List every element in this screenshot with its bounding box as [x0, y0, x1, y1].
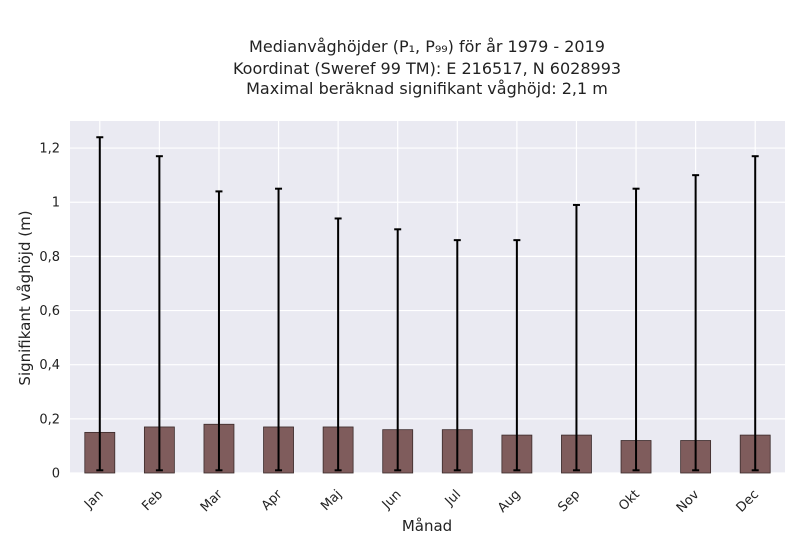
x-tick-label-jun: Jun — [379, 487, 405, 513]
error-bar-maj — [334, 217, 342, 472]
error-bar-jul — [453, 239, 461, 472]
x-tick-label-nov: Nov — [674, 487, 703, 516]
y-tick-label: 1 — [52, 196, 60, 211]
x-tick-label-maj: Maj — [318, 487, 345, 514]
error-bar-okt — [632, 187, 640, 472]
error-bar-apr — [275, 187, 283, 472]
error-bar-jun — [394, 228, 402, 472]
x-tick-label-jan: Jan — [81, 487, 106, 512]
chart-title-line-3: Maximal beräknad signifikant våghöjd: 2,… — [246, 79, 608, 98]
error-bar-aug — [513, 239, 521, 472]
x-tick-label-apr: Apr — [259, 487, 286, 514]
x-tick-label-mar: Mar — [198, 487, 226, 515]
y-axis-ticks: 0 0,2 0,4 0,6 0,8 1 1,2 — [39, 142, 60, 482]
error-bar-mar — [215, 190, 223, 472]
error-bar-jan — [96, 136, 104, 472]
x-tick-label-okt: Okt — [616, 487, 643, 514]
error-bar-feb — [155, 155, 163, 472]
chart-title-line-2: Koordinat (Sweref 99 TM): E 216517, N 60… — [233, 59, 621, 78]
error-bar-dec — [751, 155, 759, 472]
x-tick-label-sep: Sep — [555, 487, 583, 515]
y-tick-label: 0,4 — [39, 358, 60, 373]
error-bar-nov — [692, 174, 700, 472]
chart-title-line-1: Medianvåghöjder (P₁, P₉₉) för år 1979 - … — [249, 37, 605, 56]
x-axis-label: Månad — [402, 517, 452, 535]
y-axis-label: Signifikant våghöjd (m) — [16, 210, 34, 385]
y-tick-label: 0,6 — [39, 304, 60, 319]
y-tick-label: 0 — [52, 467, 60, 482]
error-bar-sep — [572, 203, 580, 472]
y-tick-label: 0,2 — [39, 412, 60, 427]
x-tick-label-aug: Aug — [495, 487, 524, 516]
x-tick-label-feb: Feb — [139, 487, 166, 514]
y-tick-label: 0,8 — [39, 250, 60, 265]
y-tick-label: 1,2 — [39, 142, 60, 157]
error-bars — [96, 136, 759, 472]
x-tick-label-jul: Jul — [442, 487, 464, 509]
x-tick-label-dec: Dec — [734, 487, 762, 515]
x-axis-ticks: Jan Feb Mar Apr Maj Jun Jul Aug Sep Okt Nov Dec — [81, 487, 762, 516]
plot-area — [70, 121, 785, 473]
